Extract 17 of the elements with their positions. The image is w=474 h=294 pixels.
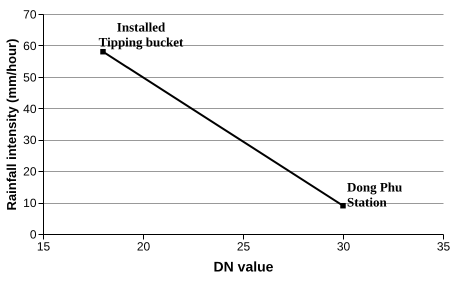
- annotation: Dong Phu Station: [347, 180, 402, 210]
- x-axis-title: DN value: [214, 258, 274, 274]
- x-tick-label: 25: [236, 240, 250, 254]
- y-tick-label: 40: [23, 102, 37, 116]
- y-tick-label: 50: [23, 70, 37, 84]
- y-tick-label: 0: [30, 228, 37, 242]
- y-axis-title: Rainfall intensity (mm/hour): [4, 38, 20, 210]
- y-tick-label: 10: [23, 196, 37, 210]
- annotation: Installed Tipping bucket: [98, 20, 184, 50]
- y-tick-label: 30: [23, 133, 37, 148]
- x-tick-label: 20: [136, 240, 150, 254]
- y-tick-label: 20: [23, 164, 37, 179]
- x-tick-label: 35: [436, 240, 450, 254]
- y-tick-label: 70: [23, 8, 37, 22]
- x-tick-label: 30: [336, 240, 350, 254]
- x-tick-label: 15: [36, 240, 50, 254]
- y-tick-label: 60: [23, 38, 37, 53]
